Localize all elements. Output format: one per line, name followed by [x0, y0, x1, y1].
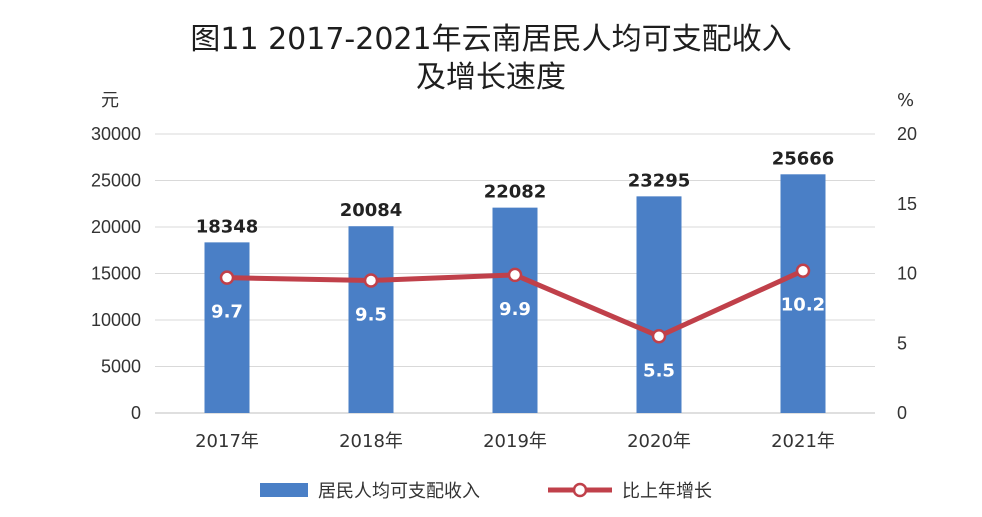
y-left-tick-label: 10000 — [91, 310, 141, 330]
x-tick-label: 2017年 — [195, 431, 259, 452]
y-left-unit: 元 — [101, 90, 119, 111]
bar-value-label: 18348 — [196, 216, 259, 237]
bar — [348, 226, 394, 413]
y-right-tick-label: 5 — [897, 333, 907, 353]
growth-value-label: 9.7 — [211, 302, 243, 323]
growth-point — [363, 273, 379, 288]
y-left-tick-label: 0 — [131, 403, 141, 423]
y-right-tick-label: 0 — [897, 403, 907, 423]
bars — [204, 174, 826, 413]
growth-value-label: 9.9 — [499, 299, 531, 320]
bar — [492, 207, 538, 413]
data-labels: 18348 20084 22082 23295 25666 9.7 9.5 9.9 5.5 10.… — [196, 148, 835, 381]
x-tick-label: 2018年 — [339, 431, 403, 452]
y-right-unit: % — [897, 90, 914, 111]
growth-point — [507, 267, 523, 283]
bar — [780, 174, 826, 413]
bar-value-label: 25666 — [772, 148, 835, 169]
bar-value-label: 22082 — [484, 182, 547, 203]
growth-point — [219, 270, 235, 285]
chart-title-line2: 及增长速度 — [416, 60, 566, 95]
legend-bar-swatch — [260, 483, 308, 497]
growth-value-label: 10.2 — [781, 295, 825, 316]
y-right-tick-label: 15 — [897, 194, 917, 214]
y-left-tick-label: 5000 — [101, 357, 141, 377]
y-right-tick-label: 10 — [897, 264, 917, 284]
growth-value-label: 5.5 — [643, 360, 675, 381]
y-right-tick-label: 20 — [897, 124, 917, 144]
growth-point — [795, 263, 811, 278]
x-tick-label: 2019年 — [483, 431, 547, 452]
legend-line-marker — [572, 482, 588, 498]
legend: 居民人均可支配收入 比上年增长 — [260, 481, 712, 502]
bar-value-label: 20084 — [340, 200, 403, 221]
chart-title-line1: 图11 2017-2021年云南居民人均可支配收入 — [190, 22, 792, 57]
bar — [204, 242, 250, 413]
y-left-tick-label: 15000 — [91, 264, 141, 284]
y-left-tick-label: 30000 — [91, 124, 141, 144]
legend-line-label: 比上年增长 — [622, 481, 712, 502]
growth-line — [219, 263, 811, 344]
legend-bar-label: 居民人均可支配收入 — [318, 481, 480, 502]
bar — [636, 196, 682, 413]
x-tick-label: 2020年 — [627, 431, 691, 452]
growth-value-label: 9.5 — [355, 304, 387, 325]
growth-point — [651, 329, 667, 344]
y-left-tick-label: 20000 — [91, 217, 141, 237]
bar-value-label: 23295 — [628, 170, 691, 191]
axes: 0 5000 10000 15000 20000 25000 30000 0 5 10 15 20 元%… — [91, 90, 917, 452]
x-tick-label: 2021年 — [771, 431, 835, 452]
y-left-tick-label: 25000 — [91, 171, 141, 191]
